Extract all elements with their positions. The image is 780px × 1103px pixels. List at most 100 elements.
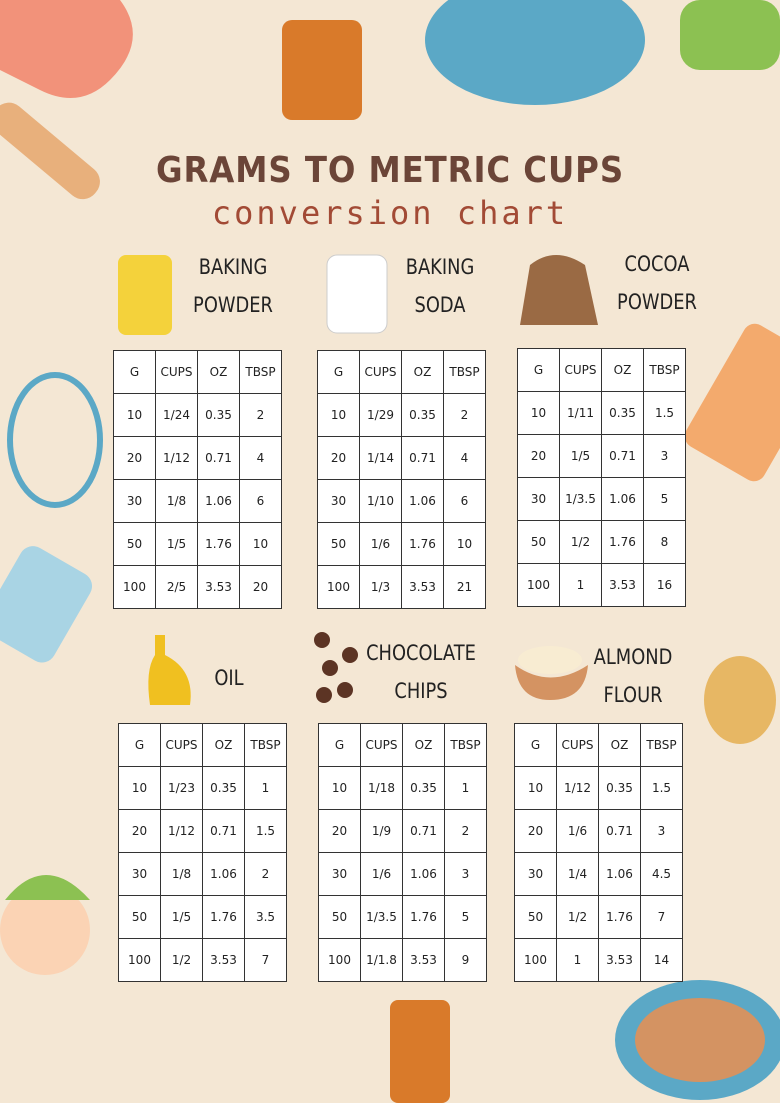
table-cell: 4 <box>239 436 282 480</box>
table-row: 30 1/4 1.06 4.5 <box>514 852 683 896</box>
header-cell: OZ <box>202 723 245 767</box>
table-cell: 30 <box>113 479 156 523</box>
header-cell: TBSP <box>239 350 282 394</box>
header-cell: G <box>118 723 161 767</box>
table-row: 20 1/14 0.71 4 <box>317 436 486 480</box>
table-cell: 9 <box>444 938 487 982</box>
table-row: 100 1/2 3.53 7 <box>118 938 287 982</box>
section-label: ALMOND FLOUR <box>569 638 697 714</box>
table-row: 50 1/2 1.76 8 <box>517 520 686 564</box>
header-cell: CUPS <box>360 723 403 767</box>
table-cell: 3.5 <box>244 895 287 939</box>
table-cell: 1 <box>556 938 599 982</box>
table-cell: 0.35 <box>197 393 240 437</box>
table-cell: 6 <box>239 479 282 523</box>
table-cell: 1/12 <box>155 436 198 480</box>
table-cell: 1.06 <box>401 479 444 523</box>
table-row: 10 1/18 0.35 1 <box>318 766 487 810</box>
table-cell: 1/29 <box>359 393 402 437</box>
section-label: COCOA POWDER <box>593 245 721 321</box>
table-cell: 1/6 <box>360 852 403 896</box>
icon-flour <box>518 646 582 674</box>
icon-almond <box>515 665 588 700</box>
icon-chips <box>314 632 358 703</box>
section-label: BAKING SODA <box>376 248 504 324</box>
table-cell: 3 <box>643 434 686 478</box>
table-cell: 10 <box>517 391 560 435</box>
icon-soda <box>326 254 388 334</box>
table-cell: 1.06 <box>598 852 641 896</box>
table-cell: 10 <box>118 766 161 810</box>
table-cell: 20 <box>239 565 282 609</box>
rolling-pin <box>0 102 100 200</box>
header-cell: TBSP <box>444 723 487 767</box>
table-cell: 1.06 <box>402 852 445 896</box>
table-cell: 30 <box>317 479 360 523</box>
table-cell: 1.76 <box>598 895 641 939</box>
table-cell: 3.53 <box>401 565 444 609</box>
table-cell: 0.35 <box>598 766 641 810</box>
header-cell: CUPS <box>556 723 599 767</box>
table-cell: 1.5 <box>640 766 683 810</box>
table-row: 20 1/5 0.71 3 <box>517 434 686 478</box>
header-cell: G <box>317 350 360 394</box>
table-cell: 0.35 <box>601 391 644 435</box>
table-cell: 1/2 <box>556 895 599 939</box>
table-cell: 1/12 <box>556 766 599 810</box>
label-line: COCOA <box>624 252 690 276</box>
label-line: SODA <box>414 293 466 317</box>
table-cell: 1/8 <box>155 479 198 523</box>
table-row: 30 1/3.5 1.06 5 <box>517 477 686 521</box>
table-cell: 1/10 <box>359 479 402 523</box>
table-cell: 0.35 <box>402 766 445 810</box>
header-row: G CUPS OZ TBSP <box>118 723 287 767</box>
table-row: 10 1/29 0.35 2 <box>317 393 486 437</box>
table-cell: 3.53 <box>598 938 641 982</box>
table-cell: 2 <box>443 393 486 437</box>
table-cell: 1.06 <box>197 479 240 523</box>
table-cell: 100 <box>514 938 557 982</box>
table-cell: 1.76 <box>202 895 245 939</box>
conversion-table: G CUPS OZ TBSP 10 1/12 0.35 1.5 20 1/6 0.71 3 30 1/4 1… <box>514 723 683 982</box>
table-cell: 20 <box>113 436 156 480</box>
table-cell: 2 <box>444 809 487 853</box>
header-cell: CUPS <box>160 723 203 767</box>
mixer <box>680 0 780 70</box>
table-row: 10 1/24 0.35 2 <box>113 393 282 437</box>
table-cell: 10 <box>318 766 361 810</box>
table-cell: 0.35 <box>202 766 245 810</box>
table-cell: 14 <box>640 938 683 982</box>
header-cell: TBSP <box>640 723 683 767</box>
table-cell: 3 <box>444 852 487 896</box>
table-cell: 100 <box>317 565 360 609</box>
label-line: POWDER <box>617 290 697 314</box>
header-cell: CUPS <box>359 350 402 394</box>
table-cell: 100 <box>318 938 361 982</box>
table-cell: 1/12 <box>160 809 203 853</box>
table-cell: 1.76 <box>197 522 240 566</box>
table-cell: 1/1.8 <box>360 938 403 982</box>
header-row: G CUPS OZ TBSP <box>514 723 683 767</box>
header-row: G CUPS OZ TBSP <box>318 723 487 767</box>
table-cell: 1/8 <box>160 852 203 896</box>
table-row: 20 1/12 0.71 1.5 <box>118 809 287 853</box>
table-cell: 1/18 <box>360 766 403 810</box>
table-cell: 10 <box>443 522 486 566</box>
table-cell: 1/11 <box>559 391 602 435</box>
table-cell: 0.71 <box>401 436 444 480</box>
header-cell: CUPS <box>155 350 198 394</box>
chef-hat <box>5 875 90 900</box>
header-cell: TBSP <box>244 723 287 767</box>
table-cell: 2/5 <box>155 565 198 609</box>
table-cell: 1.5 <box>643 391 686 435</box>
header-cell: OZ <box>601 348 644 392</box>
title: GRAMS TO METRIC CUPS <box>155 150 625 191</box>
table-cell: 1/5 <box>155 522 198 566</box>
table-cell: 30 <box>118 852 161 896</box>
table-row: 30 1/8 1.06 6 <box>113 479 282 523</box>
label-line: ALMOND <box>593 645 673 669</box>
table-cell: 1/5 <box>160 895 203 939</box>
label-line: FLOUR <box>603 683 663 707</box>
table-cell: 30 <box>318 852 361 896</box>
table-cell: 1/2 <box>160 938 203 982</box>
